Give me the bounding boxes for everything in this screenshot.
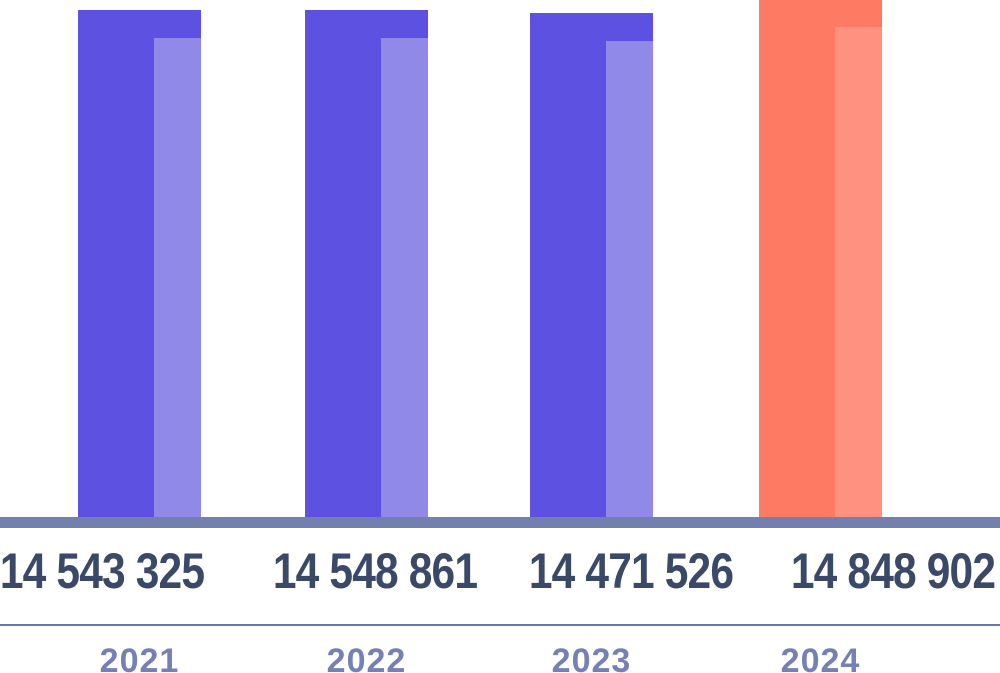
value-label-2023: 14 471 526 <box>528 543 734 599</box>
year-label-2021: 2021 <box>99 642 180 673</box>
bar-highlight-2021 <box>154 38 201 519</box>
bar-highlight-2024 <box>835 27 882 519</box>
plot-area <box>78 0 882 519</box>
bar-2021 <box>78 10 201 519</box>
year-label-2023: 2023 <box>551 642 632 673</box>
bar-highlight-2023 <box>606 40 653 519</box>
bar-2023 <box>530 12 653 519</box>
value-label-2024: 14 848 902 <box>790 543 996 599</box>
value-label-2022: 14 548 861 <box>272 543 478 599</box>
divider-line <box>0 624 1000 626</box>
year-label-2022: 2022 <box>326 642 407 673</box>
value-label-2021: 14 543 325 <box>0 543 205 599</box>
bar-2024 <box>759 0 882 519</box>
year-label-2024: 2024 <box>780 642 861 673</box>
x-axis-baseline <box>0 517 1000 528</box>
bar-2022 <box>305 9 428 519</box>
bar-highlight-2022 <box>381 37 428 519</box>
